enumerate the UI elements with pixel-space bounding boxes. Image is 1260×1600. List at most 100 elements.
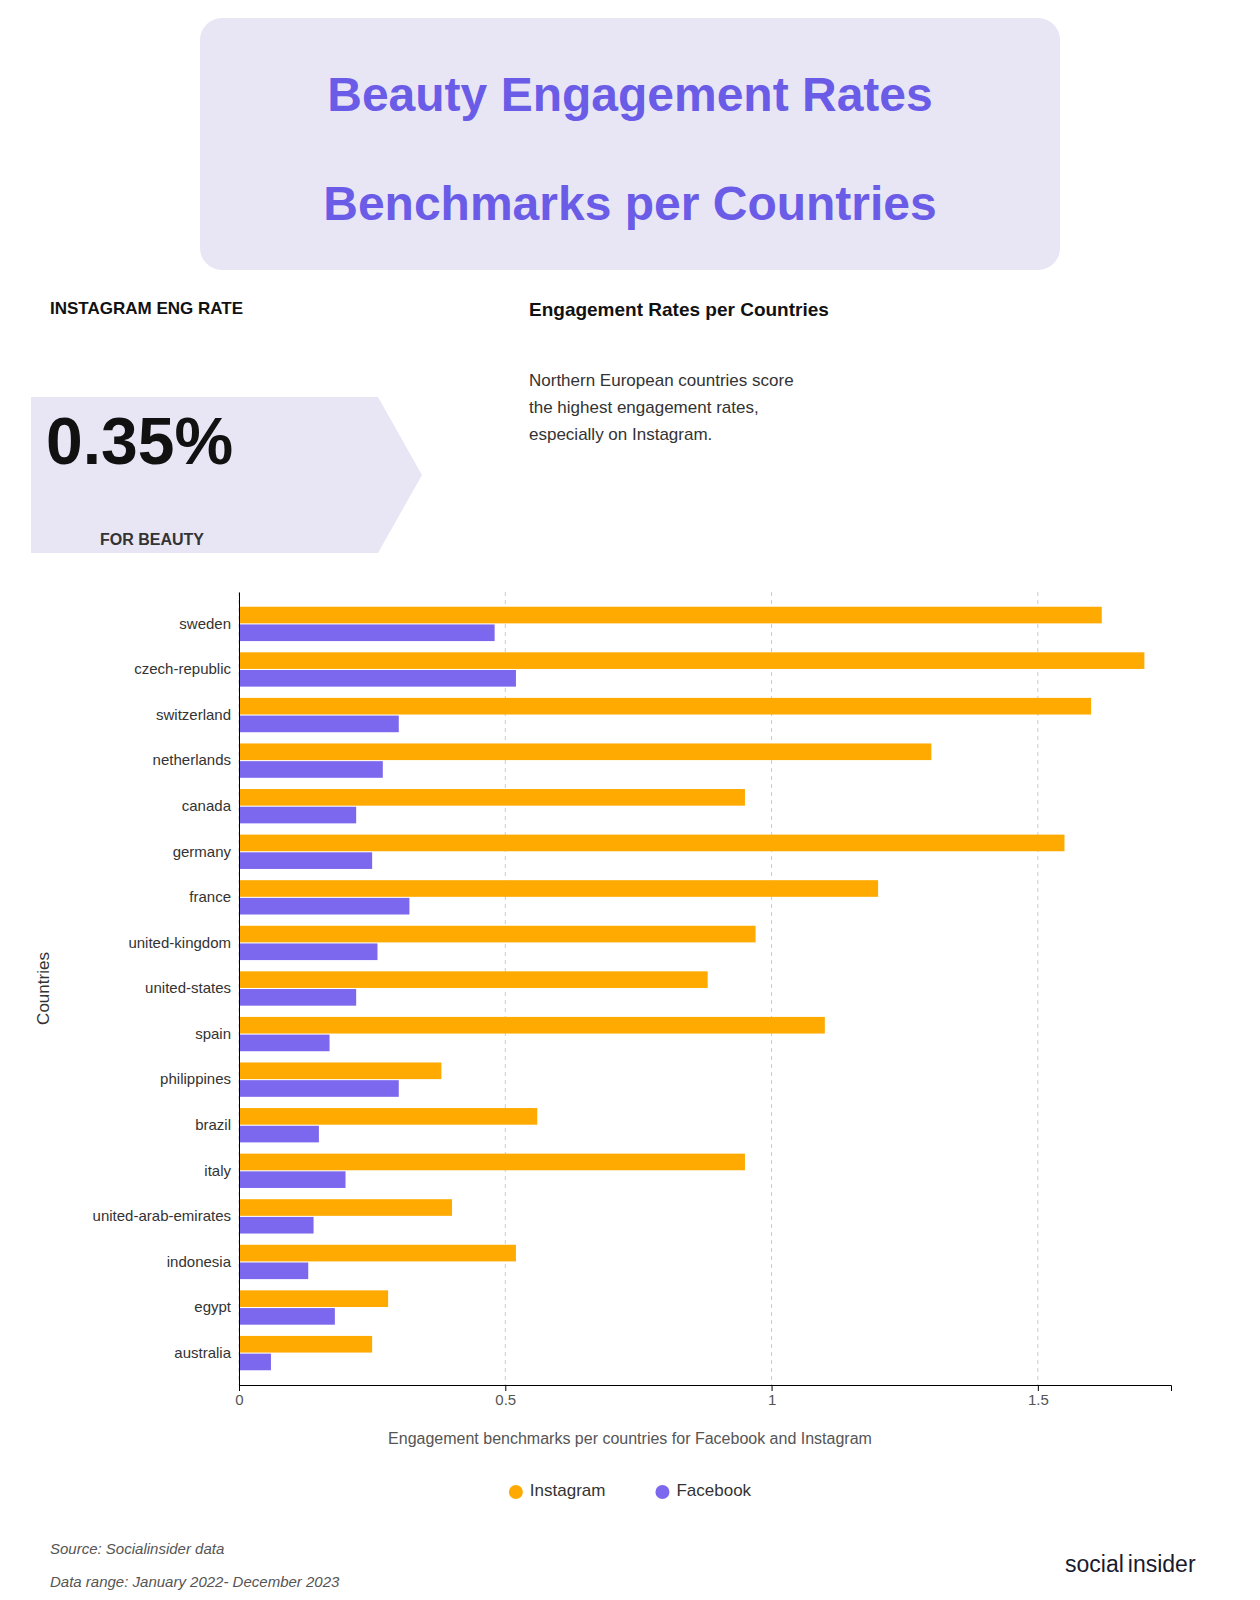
bar (239, 761, 383, 778)
bar (239, 852, 372, 869)
x-tick: 1.5 (1028, 1385, 1049, 1408)
legend-item: Instagram (509, 1481, 606, 1500)
bar (239, 698, 1091, 715)
bar (239, 652, 1144, 669)
y-tick-label: united-arab-emirates (93, 1207, 231, 1224)
bar (239, 1308, 335, 1325)
bar (239, 1017, 825, 1034)
x-tick: 0 (235, 1385, 243, 1408)
y-tick-label: spain (195, 1025, 231, 1042)
text-line: the highest engagement rates, (529, 398, 759, 417)
y-tick: united-states (145, 979, 231, 996)
bar (239, 1217, 314, 1234)
bar (239, 971, 708, 988)
text-line: Northern European countries score (529, 371, 794, 390)
bar-series (239, 607, 1144, 1353)
x-tick-label: 0.5 (495, 1391, 516, 1408)
bar (239, 1245, 516, 1262)
bar (239, 1262, 308, 1279)
grid-line (239, 592, 240, 1385)
x-tick-label: 1.5 (1028, 1391, 1049, 1408)
bar (239, 880, 878, 897)
bar (239, 1354, 271, 1371)
y-tick-label: brazil (195, 1116, 231, 1133)
y-tick-label: australia (174, 1344, 231, 1361)
bar (239, 1108, 537, 1125)
x-tick: 0.5 (495, 1385, 516, 1408)
y-tick: united-kingdom (128, 934, 231, 951)
legend-item: Facebook (655, 1481, 751, 1500)
legend-label: Instagram (530, 1481, 606, 1500)
y-tick: france (189, 888, 231, 905)
bar (239, 1199, 452, 1216)
x-tick: 1 (768, 1385, 776, 1408)
y-tick-label: switzerland (156, 706, 231, 723)
bar (239, 807, 356, 824)
y-tick: italy (204, 1162, 231, 1179)
y-tick-label: france (189, 888, 231, 905)
logo-text: insider (1128, 1551, 1196, 1577)
background (0, 0, 1260, 1600)
instagram-rate: 0.35% (46, 404, 233, 478)
bar (239, 624, 495, 641)
bars (239, 607, 1144, 1371)
text-line: especially on Instagram. (529, 425, 712, 444)
bar (239, 1171, 346, 1188)
y-tick-label: sweden (179, 615, 231, 632)
bar (239, 943, 377, 960)
bar (239, 1035, 330, 1052)
bar (239, 1336, 372, 1353)
bar (239, 1126, 319, 1143)
bar (239, 1080, 399, 1097)
bar (239, 1290, 388, 1307)
subtitle: Benchmarks per Countries (323, 177, 937, 230)
y-tick-label: czech-republic (134, 660, 231, 677)
source-line: Source: Socialinsider data (50, 1540, 224, 1557)
bar (239, 835, 1064, 852)
y-tick: australia (174, 1344, 231, 1361)
x-axis: 0 0.5 1 1.5 (235, 1385, 1171, 1408)
bar (239, 926, 756, 943)
x-tick-label: 0 (235, 1391, 243, 1408)
y-tick-label: united-kingdom (128, 934, 231, 951)
y-tick: philippines (160, 1070, 231, 1087)
bar (239, 670, 516, 687)
chart-canvas: Beauty Engagement Rates Benchmarks per Co… (0, 0, 1260, 1600)
y-tick: brazil (195, 1116, 231, 1133)
bar (239, 989, 356, 1006)
y-tick: switzerland (156, 706, 231, 723)
y-tick-label: philippines (160, 1070, 231, 1087)
rate-chevron (31, 397, 422, 553)
y-tick: egypt (194, 1298, 232, 1315)
y-tick-label: italy (204, 1162, 231, 1179)
y-tick: spain (195, 1025, 231, 1042)
x-tick-label: 1 (768, 1391, 776, 1408)
bar (239, 1154, 745, 1171)
bar-series (239, 624, 516, 1370)
engagement-text: Northern European countries score the hig… (529, 371, 794, 444)
y-tick-label: germany (173, 843, 232, 860)
caption: Engagement benchmarks per countries for … (388, 1430, 872, 1447)
y-axis-line (239, 593, 240, 1386)
y-tick-label: indonesia (167, 1253, 232, 1270)
source-line: Data range: January 2022- December 2023 (50, 1573, 340, 1590)
bar (239, 1062, 441, 1079)
legend-swatch (655, 1485, 669, 1499)
logo-text: social (1065, 1551, 1124, 1577)
y-tick-label: netherlands (153, 751, 231, 768)
bar (239, 607, 1102, 624)
engagement-title: Engagement Rates per Countries (529, 299, 829, 320)
y-tick: netherlands (153, 751, 231, 768)
y-tick: united-arab-emirates (93, 1207, 231, 1224)
title: Beauty Engagement Rates (327, 68, 933, 121)
bar (239, 789, 745, 806)
bar (239, 743, 931, 760)
instagram-label: INSTAGRAM ENG RATE (50, 299, 243, 318)
y-tick: canada (182, 797, 232, 814)
y-tick-label: canada (182, 797, 232, 814)
legend-swatch (509, 1485, 523, 1499)
legend-label: Facebook (676, 1481, 751, 1500)
bar (239, 898, 409, 915)
y-tick: indonesia (167, 1253, 232, 1270)
y-tick: sweden (179, 615, 231, 632)
